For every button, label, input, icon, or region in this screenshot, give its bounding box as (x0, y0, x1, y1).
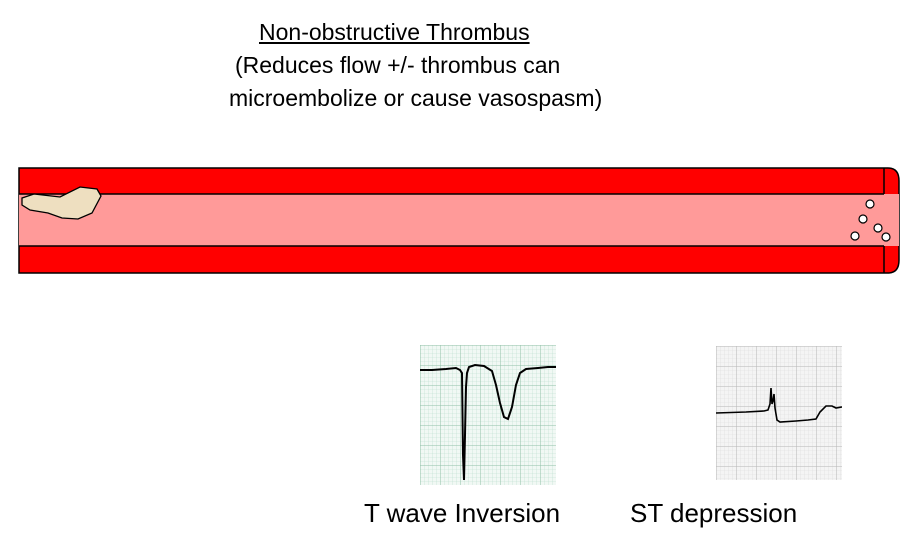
ecg-trace (420, 363, 556, 481)
ecg-grid (420, 345, 556, 485)
ecg-st-depression (716, 346, 842, 480)
microembolus (881, 232, 891, 242)
diagram-title: Non-obstructive Thrombus (259, 19, 530, 45)
microemboli (850, 199, 891, 242)
vessel-lumen (19, 194, 899, 246)
caption-st-depression: ST depression (630, 498, 798, 528)
ecg-strip-1 (420, 345, 556, 485)
thrombus (21, 186, 102, 220)
ecg-trace (716, 387, 842, 423)
diagram-subtitle-line-2: microembolize or cause vasospasm) (229, 85, 603, 111)
caption-t-wave-inversion: T wave Inversion (364, 498, 561, 528)
ecg-t-wave-inversion (420, 345, 556, 485)
microembolus (865, 199, 875, 209)
microembolus (850, 231, 860, 241)
diagram-subtitle-line-1: (Reduces flow +/- thrombus can (235, 52, 561, 78)
microembolus (873, 223, 883, 233)
blood-vessel-diagram (18, 167, 900, 274)
microembolus (858, 214, 868, 224)
ecg-strip-2 (716, 346, 842, 480)
